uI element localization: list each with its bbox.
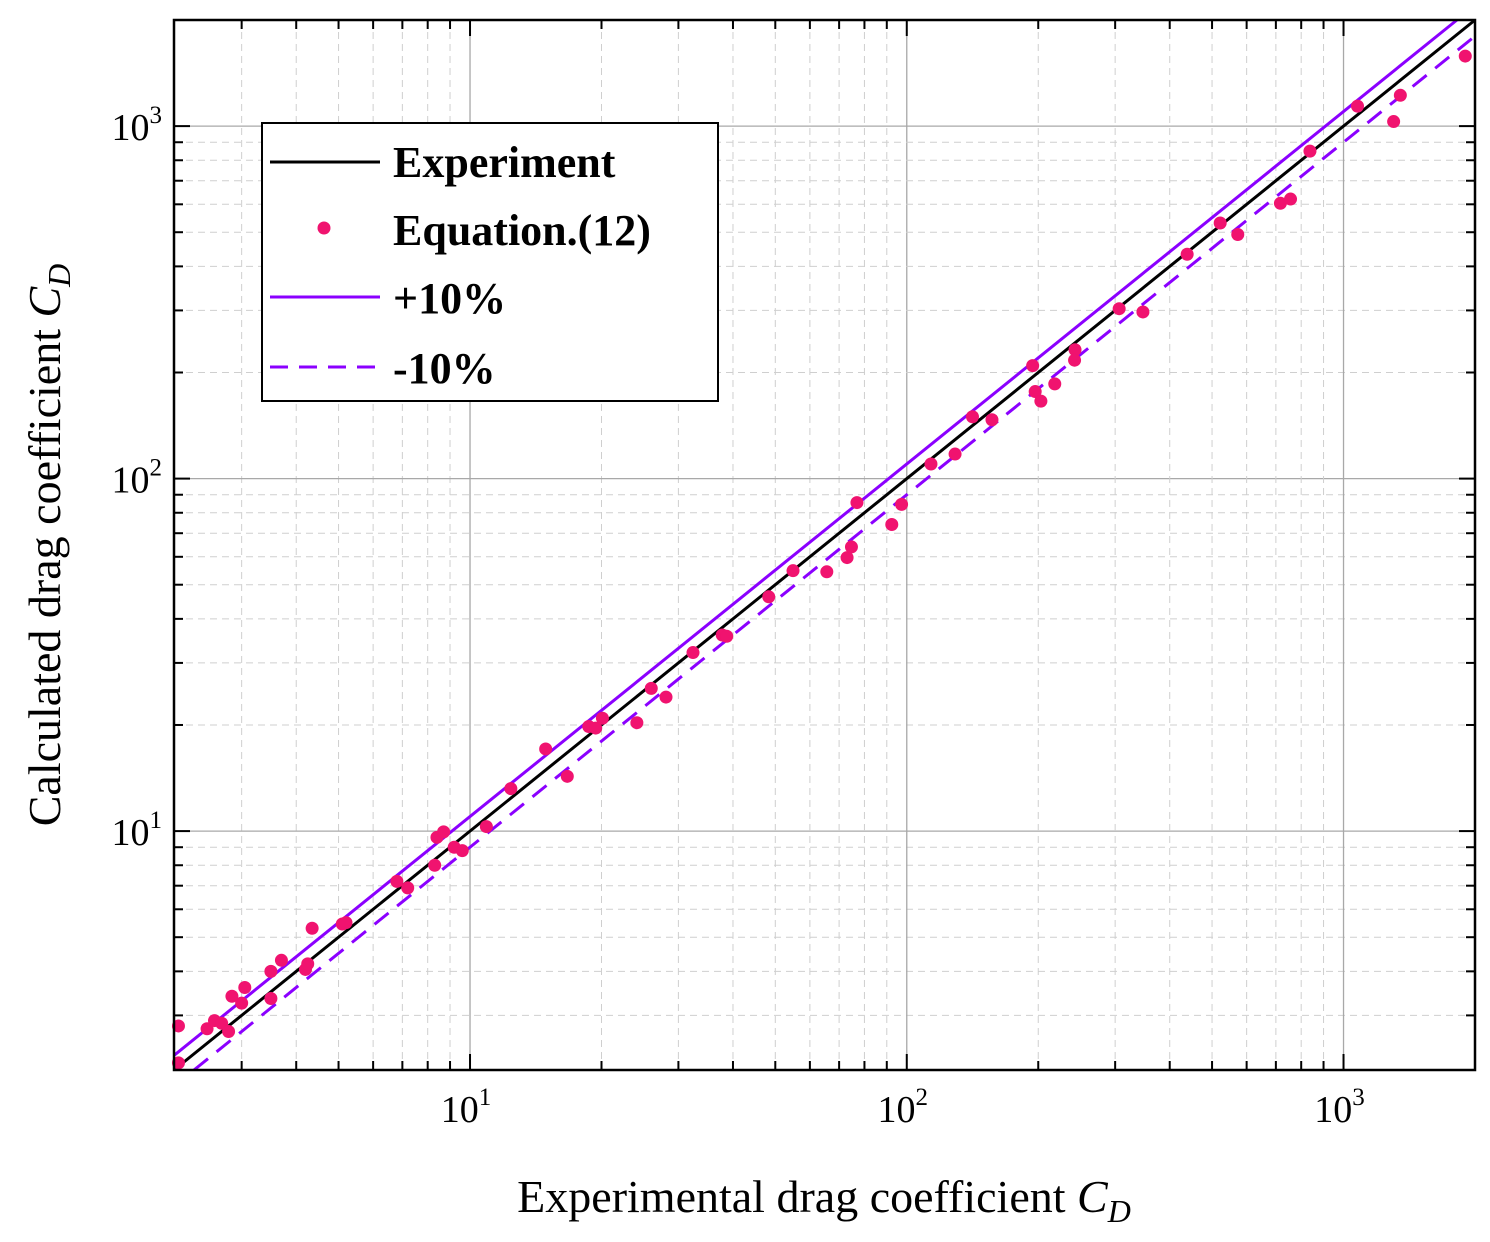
data-point <box>1303 144 1317 158</box>
x-tick-label: 102 <box>878 1084 929 1131</box>
y-tick-label: 101 <box>112 807 163 854</box>
legend-label-plus10: +10% <box>393 274 506 323</box>
data-point <box>1231 228 1245 242</box>
data-point <box>762 590 776 604</box>
data-point <box>1351 99 1365 113</box>
data-point <box>850 496 864 510</box>
data-point <box>428 858 442 872</box>
data-point <box>455 844 469 858</box>
data-point <box>1458 49 1472 63</box>
legend-label-experiment: Experiment <box>393 138 616 187</box>
data-point <box>390 874 404 888</box>
tick-labels: 101 102 103 101 102 103 <box>112 102 1365 1131</box>
x-tick-label: 101 <box>441 1084 492 1131</box>
data-point <box>786 564 800 578</box>
reference-line <box>173 18 1476 1072</box>
data-point <box>885 517 899 531</box>
data-point <box>238 980 252 994</box>
data-point <box>1068 343 1082 357</box>
data-point <box>948 447 962 461</box>
data-point <box>539 742 553 756</box>
data-point <box>686 646 700 660</box>
legend-equation-dot <box>317 221 331 235</box>
data-point <box>1180 247 1194 261</box>
data-point <box>895 497 909 511</box>
data-point <box>1112 302 1126 316</box>
data-point <box>589 721 603 735</box>
data-point <box>401 881 415 895</box>
data-point <box>1213 216 1227 230</box>
data-point <box>305 921 319 935</box>
data-point <box>720 629 734 643</box>
data-point <box>1026 359 1040 373</box>
plot-frame <box>172 18 1477 1072</box>
data-point <box>504 782 518 796</box>
y-axis-title: Calculated drag coefficient CD <box>19 264 77 827</box>
data-point <box>1048 377 1062 391</box>
legend-label-equation: Equation.(12) <box>393 206 651 255</box>
data-points <box>171 49 1472 1070</box>
data-point <box>1387 115 1401 129</box>
data-point <box>274 953 288 967</box>
data-point <box>222 1025 236 1039</box>
data-point <box>595 711 609 725</box>
data-point <box>840 551 854 565</box>
axis-ticks <box>174 19 1476 1070</box>
data-point <box>820 565 834 579</box>
data-point <box>985 413 999 427</box>
x-tick-label: 103 <box>1314 1084 1365 1131</box>
legend: Experiment Equation.(12) +10% -10% <box>261 122 719 402</box>
reference-line <box>193 34 1476 1072</box>
data-point <box>1273 196 1287 210</box>
data-point <box>1136 305 1150 319</box>
x-axis-title: Experimental drag coefficient CD <box>517 1171 1131 1229</box>
data-point <box>225 989 239 1003</box>
data-point <box>560 769 574 783</box>
data-point <box>1034 394 1048 408</box>
data-point <box>844 540 858 554</box>
data-point <box>1393 88 1407 102</box>
data-point <box>479 820 493 834</box>
data-point <box>1284 192 1298 206</box>
data-point <box>264 964 278 978</box>
y-tick-label: 102 <box>112 455 163 502</box>
y-tick-label: 103 <box>112 102 163 149</box>
data-point <box>264 992 278 1006</box>
data-point <box>924 457 938 471</box>
data-point <box>339 916 353 930</box>
data-point <box>630 716 644 730</box>
legend-label-minus10: -10% <box>393 344 496 393</box>
data-point <box>301 957 315 971</box>
data-point <box>1028 385 1042 399</box>
data-point <box>644 681 658 695</box>
reference-line <box>173 18 1458 1057</box>
legend-box <box>261 122 719 402</box>
data-point <box>1068 353 1082 367</box>
data-point <box>965 410 979 424</box>
data-point <box>235 996 249 1010</box>
reference-lines <box>173 18 1476 1072</box>
data-point <box>437 825 451 839</box>
data-point <box>659 690 673 704</box>
